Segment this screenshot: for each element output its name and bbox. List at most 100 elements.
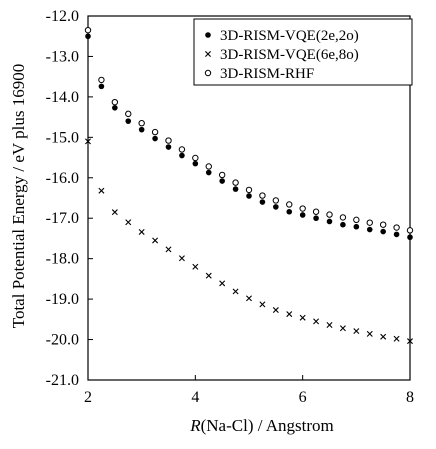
vqe-2e2o-point <box>273 204 279 210</box>
vqe-6e8o-point <box>205 272 212 279</box>
vqe-2e2o-point <box>138 126 145 133</box>
vqe-2e2o-point <box>393 231 400 238</box>
vqe-2e2o-point <box>125 118 132 124</box>
vqe-6e8o-point <box>111 209 118 216</box>
vqe-2e2o-point <box>152 135 158 142</box>
y-tick-label: -13.0 <box>46 48 79 65</box>
rhf-point <box>125 110 132 118</box>
rhf-point <box>259 192 266 199</box>
legend-label-rhf: 3D-RISM-RHF <box>220 66 314 82</box>
legend-label-vqe-6e8o: 3D-RISM-VQE(6e,8o) <box>220 47 359 63</box>
x-tick-label: 8 <box>406 389 414 406</box>
y-tick-label: -14.0 <box>46 89 79 106</box>
vqe-2e2o-point <box>313 215 319 222</box>
x-tick-label: 4 <box>191 389 199 406</box>
y-tick-label: -15.0 <box>46 129 79 146</box>
x-tick-label: 2 <box>84 389 92 406</box>
x-axis-title-text: (Na-Cl) / Angstrom <box>201 416 334 435</box>
rhf-point <box>286 201 293 208</box>
rhf-point <box>232 179 239 186</box>
y-tick-label: -18.0 <box>46 251 79 268</box>
vqe-2e2o-point <box>232 186 239 192</box>
legend-label-vqe-2e2o: 3D-RISM-VQE(2e,2o) <box>220 28 359 44</box>
vqe-2e2o-point <box>98 83 105 90</box>
rhf-point <box>151 128 159 136</box>
data-points <box>84 26 414 345</box>
y-tick-label: -21.0 <box>46 372 79 389</box>
vqe-2e2o-point <box>112 105 118 111</box>
vqe-6e8o-point <box>98 187 105 194</box>
vqe-6e8o-point <box>165 246 172 253</box>
vqe-6e8o-point <box>219 280 226 287</box>
vqe-2e2o-point <box>366 226 373 233</box>
vqe-6e8o-point <box>407 338 413 345</box>
vqe-2e2o-point <box>286 208 293 215</box>
vqe-2e2o-point <box>205 169 212 176</box>
vqe-6e8o-point <box>138 228 145 235</box>
rhf-point <box>245 186 253 194</box>
vqe-2e2o-point <box>246 193 252 199</box>
plot-frame <box>87 15 411 381</box>
vqe-6e8o-point <box>246 295 252 302</box>
vqe-6e8o-point <box>192 263 199 270</box>
x-axis-title-symbol: R <box>189 416 201 435</box>
rhf-point <box>366 219 373 226</box>
vqe-6e8o-point <box>326 322 333 328</box>
rhf-point <box>138 119 145 127</box>
rhf-point <box>84 26 92 34</box>
vqe-6e8o-point <box>299 314 306 321</box>
vqe-6e8o-point <box>259 301 266 308</box>
vqe-6e8o-point <box>366 330 373 337</box>
rhf-point <box>205 163 212 170</box>
y-tick-label: -12.0 <box>46 8 79 25</box>
vqe-2e2o-point <box>85 33 91 40</box>
x-axis-title: R(Na-Cl) / Angstrom <box>189 416 334 435</box>
rhf-point <box>178 146 186 153</box>
legend: 3D-RISM-VQE(2e,2o) 3D-RISM-VQE(6e,8o) 3D… <box>193 18 413 86</box>
rhf-point <box>353 216 360 224</box>
vqe-2e2o-point <box>259 199 266 205</box>
x-tick-label: 6 <box>299 389 307 406</box>
rhf-point <box>312 208 320 215</box>
vqe-2e2o-point <box>380 228 386 235</box>
plot-border <box>87 15 411 381</box>
y-tick-label: -20.0 <box>46 332 79 349</box>
vqe-6e8o-point <box>178 255 185 262</box>
vqe-2e2o-point <box>192 160 199 167</box>
vqe-6e8o-point <box>232 288 239 295</box>
vqe-2e2o-point <box>179 152 185 159</box>
rhf-point <box>379 221 387 228</box>
vqe-6e8o-point <box>393 335 400 342</box>
rhf-point <box>339 214 347 221</box>
rhf-point <box>326 211 333 218</box>
rhf-point <box>218 171 226 179</box>
x-axis-ticks: 2 4 6 8 <box>84 375 414 406</box>
rhf-point <box>393 224 400 231</box>
y-tick-label: -16.0 <box>46 170 79 187</box>
rhf-point <box>406 227 414 234</box>
rhf-point <box>98 76 105 84</box>
rhf-point <box>272 197 280 204</box>
legend-marker-rhf <box>204 69 212 77</box>
vqe-2e2o-point <box>219 178 225 184</box>
y-axis-title: Total Potential Energy / eV plus 16900 <box>9 64 28 329</box>
vqe-6e8o-point <box>85 138 91 145</box>
rhf-point <box>111 98 119 106</box>
vqe-2e2o-point <box>340 221 346 228</box>
vqe-2e2o-point <box>407 234 413 241</box>
vqe-6e8o-point <box>286 311 293 318</box>
rhf-point <box>192 154 199 162</box>
legend-marker-vqe-6e8o <box>205 51 211 57</box>
legend-box <box>193 18 413 86</box>
vqe-6e8o-point <box>313 318 320 325</box>
vqe-2e2o-point <box>353 223 360 230</box>
vqe-2e2o-point <box>326 218 333 225</box>
vqe-6e8o-point <box>125 219 132 226</box>
legend-markers <box>204 32 212 77</box>
vqe-6e8o-point <box>353 328 360 335</box>
vqe-6e8o-point <box>272 307 279 314</box>
vqe-6e8o-point <box>339 325 346 332</box>
vqe-6e8o-point <box>380 333 387 340</box>
y-axis-ticks: -12.0 -13.0 -14.0 -15.0 -16.0 -17.0 -18.0 -19.0… <box>46 8 93 389</box>
